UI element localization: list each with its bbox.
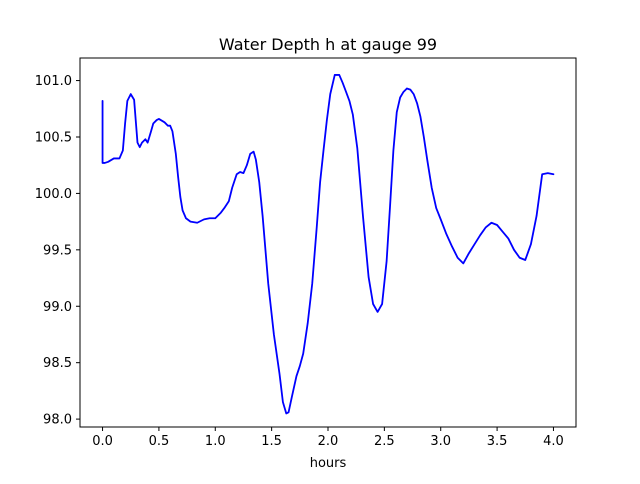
y-tick-label: 100.5 — [35, 130, 72, 145]
series-line-0 — [101, 74, 555, 415]
x-axis-label: hours — [310, 456, 347, 471]
x-tick-label: 4.0 — [543, 434, 564, 449]
x-tick-label: 2.5 — [374, 434, 395, 449]
y-axis: 98.0 98.5 99.0 99.5 100.0 100.5 101.0 — [35, 74, 80, 428]
x-tick-label: 3.0 — [430, 434, 451, 449]
y-tick-label: 98.0 — [43, 413, 72, 428]
x-axis: 0.0 0.5 1.0 1.5 2.0 2.5 3.0 3.5 4.0 — [92, 427, 564, 449]
chart-title: Water Depth h at gauge 99 — [219, 35, 437, 54]
x-tick-label: 0.0 — [92, 434, 113, 449]
y-tick-label: 98.5 — [43, 356, 72, 371]
y-tick-label: 101.0 — [35, 74, 72, 89]
y-tick-label: 99.0 — [43, 300, 72, 315]
y-tick-label: 100.0 — [35, 187, 72, 202]
x-tick-label: 1.5 — [261, 434, 282, 449]
x-tick-label: 0.5 — [149, 434, 170, 449]
y-tick-label: 99.5 — [43, 243, 72, 258]
x-tick-label: 2.0 — [318, 434, 339, 449]
x-tick-label: 3.5 — [487, 434, 508, 449]
x-tick-label: 1.0 — [205, 434, 226, 449]
